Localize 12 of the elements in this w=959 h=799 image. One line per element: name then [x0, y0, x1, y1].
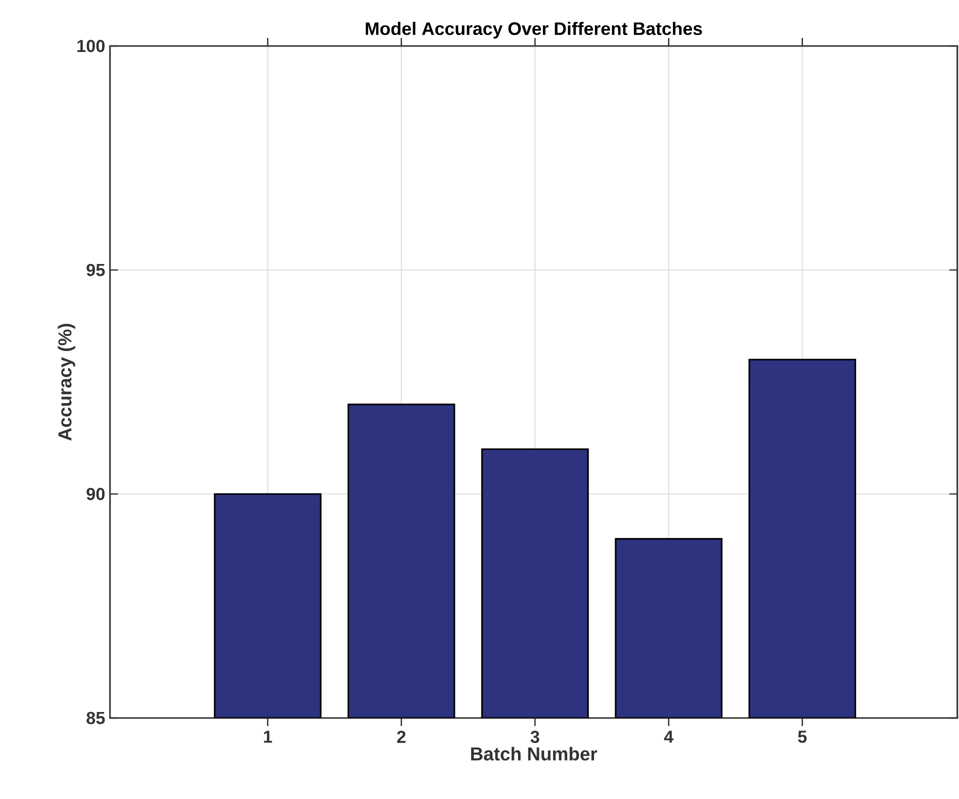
y-tick-label: 100: [77, 40, 105, 52]
x-tick-label: 3: [530, 730, 540, 744]
y-tick-label: 90: [86, 488, 105, 500]
x-tick-label: 4: [664, 730, 674, 743]
x-axis-title: Batch Number: [471, 746, 598, 761]
x-tick-label: 2: [397, 730, 406, 743]
x-tick-label: 1: [264, 730, 272, 743]
y-tick-label: 85: [86, 712, 105, 724]
y-axis-title: Accuracy (%): [58, 324, 76, 441]
chart-title: Model Accuracy Over Different Batches: [366, 22, 702, 39]
y-tick-label: 95: [86, 264, 105, 276]
x-tick-label: 5: [798, 730, 807, 743]
